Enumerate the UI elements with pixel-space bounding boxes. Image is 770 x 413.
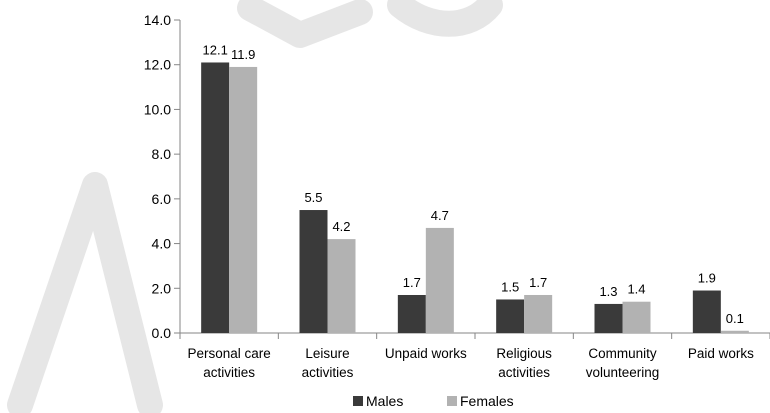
data-label: 1.5 (501, 279, 519, 294)
x-tick-label: Leisure (305, 346, 349, 361)
bar-males (692, 290, 721, 333)
data-label: 0.1 (726, 311, 744, 326)
x-tick-label: Community (588, 346, 657, 361)
bar-females (622, 301, 651, 333)
data-label: 5.5 (304, 190, 322, 205)
data-labels: 12.1 5.5 1.7 1.5 1.3 1.9 11.9 4.2 4.7 1.7 1.4 0.1 (203, 42, 744, 325)
y-tick-label: 0.0 (152, 325, 172, 341)
y-tick-label: 12.0 (144, 57, 171, 73)
legend-label: Females (460, 393, 514, 409)
bar-males (594, 303, 623, 333)
x-tick-label: Personal care (188, 346, 271, 361)
bar-males (397, 294, 426, 333)
legend-swatch (353, 396, 363, 406)
data-label: 1.7 (529, 275, 547, 290)
data-label: 1.7 (403, 275, 421, 290)
legend: Males Females (353, 393, 514, 409)
y-tick-label: 2.0 (152, 280, 172, 296)
data-label: 1.9 (698, 271, 716, 286)
bar-males (496, 299, 525, 333)
legend-label: Males (366, 393, 403, 409)
data-label: 1.3 (599, 284, 617, 299)
y-tick-label: 4.0 (152, 236, 172, 252)
y-tick-label: 6.0 (152, 191, 172, 207)
bar-females (229, 66, 258, 333)
data-label: 12.1 (203, 42, 228, 57)
bar-females (425, 227, 454, 333)
bar-females (327, 239, 356, 333)
x-tick-label: volunteering (586, 365, 660, 380)
y-tick-label: 14.0 (144, 12, 171, 28)
bar-females (524, 294, 553, 333)
x-tick-label: Paid works (688, 346, 754, 361)
axes: 0.0 2.0 4.0 6.0 8.0 10.0 12.0 14.0 Personal care… (144, 12, 770, 380)
watermark (7, 0, 503, 413)
x-tick-label: activities (203, 365, 255, 380)
y-tick-label: 10.0 (144, 101, 171, 117)
x-tick-label: activities (302, 365, 354, 380)
bar-males (299, 210, 328, 333)
bars (201, 62, 749, 333)
data-label: 1.4 (627, 282, 645, 297)
y-tick-label: 8.0 (152, 146, 172, 162)
bar-males (201, 62, 230, 333)
x-tick-label: Religious (496, 346, 552, 361)
data-label: 4.7 (431, 208, 449, 223)
legend-swatch (447, 396, 457, 406)
x-tick-label: Unpaid works (385, 346, 467, 361)
x-tick-label: activities (498, 365, 550, 380)
data-label: 4.2 (332, 219, 350, 234)
bar-females (720, 330, 749, 333)
data-label: 11.9 (231, 47, 255, 62)
